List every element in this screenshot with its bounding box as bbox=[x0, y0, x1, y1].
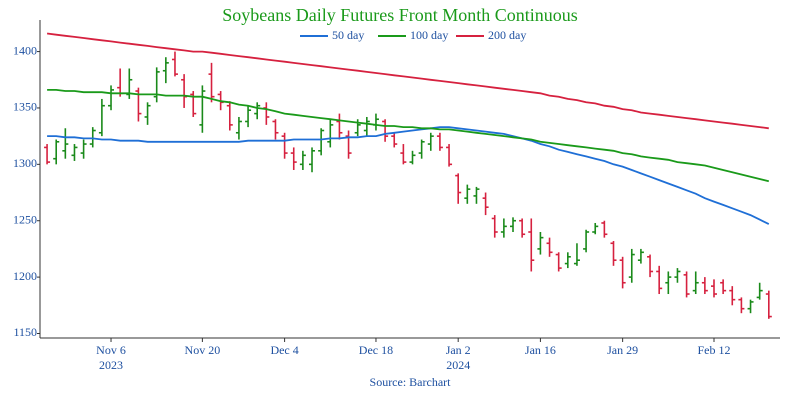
moving-average-line bbox=[47, 126, 770, 225]
legend-label: 200 day bbox=[488, 28, 526, 42]
y-tick-label: 1350 bbox=[13, 100, 37, 114]
y-tick-label: 1200 bbox=[13, 269, 37, 283]
x-tick-label: Nov 6 2023 bbox=[96, 343, 126, 372]
x-tick-label: Jan 2 2024 bbox=[446, 343, 471, 372]
legend-label: 100 day bbox=[410, 28, 448, 42]
y-tick-label: 1400 bbox=[13, 43, 37, 57]
source: Source: Barchart bbox=[370, 375, 452, 389]
y-tick-label: 1250 bbox=[13, 212, 37, 226]
y-tick-label: 1150 bbox=[13, 325, 37, 339]
chart-title: Soybeans Daily Futures Front Month Conti… bbox=[222, 5, 578, 25]
x-tick-label: Jan 29 bbox=[607, 343, 638, 357]
y-tick-label: 1300 bbox=[13, 156, 37, 170]
legend-label: 50 day bbox=[332, 28, 364, 42]
x-tick-label: Dec 18 bbox=[359, 343, 393, 357]
x-tick-label: Nov 20 bbox=[185, 343, 221, 357]
x-tick-label: Dec 4 bbox=[270, 343, 298, 357]
moving-average-line bbox=[47, 89, 770, 183]
x-tick-label: Jan 16 bbox=[525, 343, 556, 357]
moving-average-line bbox=[46, 32, 769, 130]
x-tick-label: Feb 12 bbox=[697, 343, 730, 357]
